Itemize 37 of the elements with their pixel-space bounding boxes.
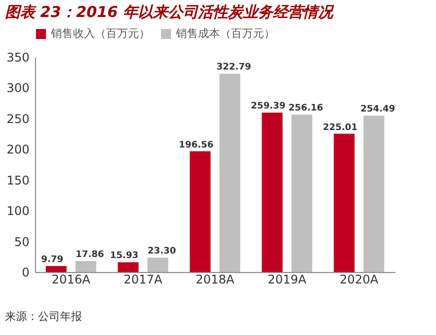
data-label: 256.16 (288, 104, 324, 114)
bar (219, 74, 240, 272)
x-tick-label: 2019A (268, 272, 308, 286)
bar (147, 258, 168, 272)
data-label: 254.49 (360, 104, 396, 115)
bar (334, 134, 355, 272)
x-tick-label: 2017A (124, 272, 164, 286)
bar (75, 261, 96, 272)
data-label: 9.79 (41, 254, 64, 265)
data-label: 17.86 (76, 250, 104, 260)
source-note: 来源：公司年报 (5, 310, 82, 323)
x-tick-label: 2016A (52, 272, 92, 286)
data-label: 23.30 (148, 246, 176, 257)
legend-label: 销售成本（百万元） (175, 27, 275, 40)
bar (46, 266, 67, 272)
y-tick-label: 100 (6, 204, 30, 218)
y-tick-label: 0 (22, 266, 30, 280)
bar (118, 262, 139, 272)
data-label: 196.56 (178, 140, 214, 150)
x-tick-label: 2018A (196, 272, 236, 286)
data-label: 259.39 (250, 102, 286, 112)
bar (291, 114, 312, 272)
bar (363, 116, 384, 272)
bar (190, 151, 211, 272)
y-tick-label: 150 (6, 173, 30, 188)
x-tick-label: 2020A (340, 272, 380, 286)
chart-title: 图表 23：2016 年以来公司活性炭业务经营情况 (5, 3, 336, 21)
data-label: 225.01 (322, 122, 358, 133)
data-label: 15.93 (110, 251, 138, 262)
y-tick-label: 200 (6, 142, 30, 157)
y-tick-label: 300 (6, 81, 30, 96)
legend-label: 销售收入（百万元） (50, 27, 150, 40)
y-tick-label: 250 (6, 112, 30, 126)
data-label: 322.79 (216, 62, 252, 73)
bar (262, 112, 283, 272)
y-tick-label: 350 (6, 50, 30, 64)
y-tick-label: 50 (14, 234, 30, 249)
